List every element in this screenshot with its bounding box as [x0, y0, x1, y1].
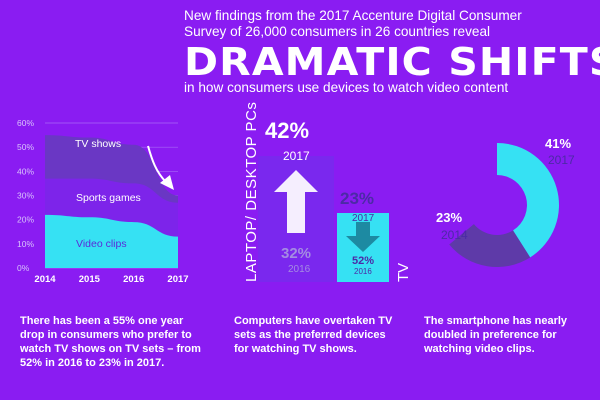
area-x-tick: 2016 — [123, 274, 144, 285]
decline-arrow-icon — [147, 145, 167, 183]
area-label-sports: Sports games — [76, 192, 141, 204]
donut-segment-2017 — [497, 143, 559, 258]
tv-2016-year: 2016 — [354, 267, 372, 276]
tv-2016-value: 52% — [352, 255, 374, 267]
down-arrow-icon — [346, 222, 380, 252]
area-y-tick: 40% — [17, 166, 34, 176]
area-y-tick: 0% — [17, 263, 30, 273]
area-series-video-clips — [45, 214, 178, 268]
laptop-2017-year: 2017 — [283, 149, 310, 163]
area-y-tick: 30% — [17, 191, 34, 201]
tv-2017-value: 23% — [340, 189, 374, 208]
area-x-tick: 2017 — [167, 274, 188, 285]
donut-2017-value: 41% — [545, 136, 571, 151]
decline-arrow-head-icon — [160, 175, 174, 190]
area-label-tv: TV shows — [75, 138, 121, 150]
laptop-2017-value: 42% — [265, 118, 309, 143]
donut-2014-value: 23% — [436, 210, 462, 225]
headline: New findings from the 2017 Accenture Dig… — [184, 8, 600, 96]
caption-right: The smartphone has nearly doubled in pre… — [424, 315, 568, 355]
area-y-tick: 20% — [17, 215, 34, 225]
caption-middle: Computers have overtaken TV sets as the … — [234, 315, 393, 355]
donut-2014-year: 2014 — [441, 228, 468, 242]
area-y-tick: 50% — [17, 142, 34, 152]
area-y-tick: 10% — [17, 239, 34, 249]
category-laptop: LAPTOP/ DESKTOP PCs — [243, 102, 260, 282]
area-y-tick: 60% — [17, 118, 34, 128]
subtitle: in how consumers use devices to watch vi… — [184, 80, 509, 95]
big-title: DRAMATIC SHIFTS — [184, 40, 600, 84]
donut-2017-year: 2017 — [548, 153, 575, 167]
area-x-tick: 2015 — [79, 274, 101, 285]
area-label-video: Video clips — [76, 238, 127, 250]
laptop-2016-value: 32% — [281, 245, 311, 262]
tv-2017-year: 2017 — [352, 213, 375, 224]
up-arrow-icon — [274, 170, 318, 233]
intro-line-2: Survey of 26,000 consumers in 26 countri… — [184, 24, 491, 39]
category-tv: TV — [395, 263, 412, 282]
laptop-2016-year: 2016 — [288, 264, 311, 275]
intro-line-1: New findings from the 2017 Accenture Dig… — [184, 8, 522, 23]
donut-segment-2014 — [449, 224, 531, 267]
caption-left: There has been a 55% one year drop in co… — [20, 315, 201, 369]
area-x-tick: 2014 — [34, 274, 56, 285]
